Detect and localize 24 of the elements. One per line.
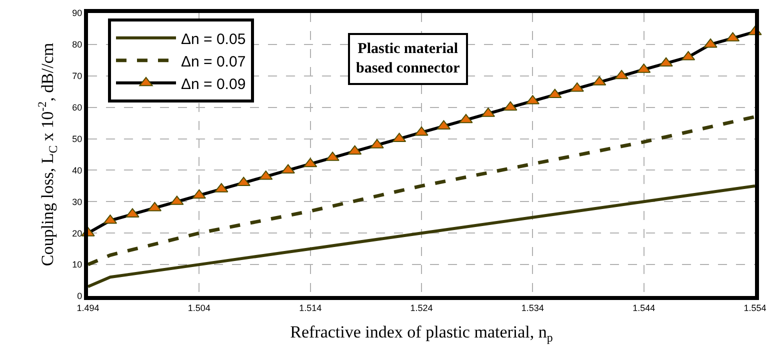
legend-label: Δn = 0.07 [181, 53, 246, 70]
y-tick-label: 60 [72, 102, 82, 112]
line-series [88, 115, 755, 266]
legend-label: Δn = 0.05 [181, 30, 246, 48]
y-tick-label: 10 [72, 260, 82, 270]
y-tick-label: 70 [72, 71, 82, 82]
line-series [88, 184, 755, 288]
x-tick-label: 1.554 [744, 302, 766, 313]
x-axis-title: Refractive index of plastic material, n$_{p}$ [290, 322, 553, 344]
x-tick-label: 1.504 [188, 302, 210, 313]
x-tick-label: 1.514 [299, 302, 322, 313]
x-tick-label: 1.524 [410, 302, 433, 313]
y-tick-label: 30 [72, 196, 82, 207]
y-tick-label: 0 [77, 291, 82, 302]
y-tick-label: 40 [72, 165, 82, 176]
x-tick-label: 1.534 [521, 302, 544, 313]
legend-label: Δn = 0.09 [181, 76, 246, 93]
x-tick-label: 1.544 [632, 302, 656, 313]
y-tick-label: 20 [72, 228, 82, 238]
y-tick-label: 50 [72, 134, 82, 144]
annotation: Plastic material based connector [356, 41, 460, 76]
y-tick-label: 80 [72, 40, 82, 50]
x-tick-label: 1.494 [76, 302, 100, 313]
y-tick-label: 90 [72, 8, 82, 18]
